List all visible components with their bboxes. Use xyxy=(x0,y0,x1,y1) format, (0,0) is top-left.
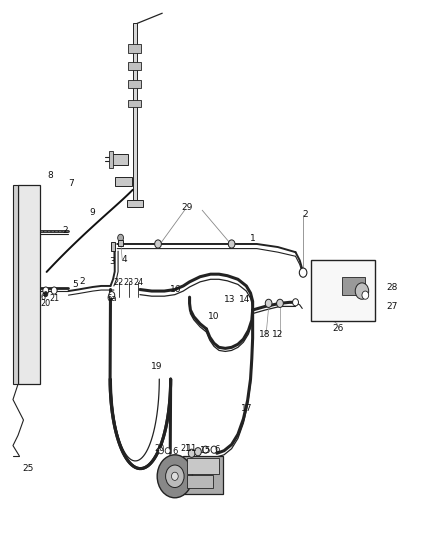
Circle shape xyxy=(118,235,124,241)
Circle shape xyxy=(228,240,235,248)
Bar xyxy=(109,151,113,168)
Bar xyxy=(110,154,128,165)
Text: 6a: 6a xyxy=(106,294,117,303)
Text: 25: 25 xyxy=(22,464,33,473)
Text: 8: 8 xyxy=(47,171,53,180)
Bar xyxy=(342,277,365,295)
Circle shape xyxy=(44,292,48,297)
Text: 22: 22 xyxy=(114,278,124,287)
Text: 29: 29 xyxy=(182,203,193,212)
Bar xyxy=(128,100,141,107)
Bar xyxy=(18,184,40,384)
Circle shape xyxy=(277,299,283,308)
Bar xyxy=(111,242,115,251)
Text: 19: 19 xyxy=(151,362,162,371)
Text: 6: 6 xyxy=(173,447,178,456)
Text: 7: 7 xyxy=(68,179,74,188)
Text: 27: 27 xyxy=(386,302,398,311)
Text: 2: 2 xyxy=(80,277,85,286)
Circle shape xyxy=(109,292,115,298)
Bar xyxy=(118,240,123,246)
Bar xyxy=(183,456,223,494)
Circle shape xyxy=(159,448,163,454)
Circle shape xyxy=(211,446,217,453)
Text: 3: 3 xyxy=(109,257,115,266)
Text: 21: 21 xyxy=(49,294,59,303)
Circle shape xyxy=(157,455,193,498)
Text: 10: 10 xyxy=(208,312,220,321)
Circle shape xyxy=(43,287,49,294)
Text: 1: 1 xyxy=(250,234,255,243)
Circle shape xyxy=(172,472,178,480)
Text: 17: 17 xyxy=(240,404,252,413)
Bar xyxy=(133,23,137,200)
Text: 4: 4 xyxy=(122,255,127,264)
Text: 16: 16 xyxy=(170,285,182,294)
Bar xyxy=(127,200,143,207)
Text: 15: 15 xyxy=(200,446,211,455)
Text: 24: 24 xyxy=(133,278,143,287)
Circle shape xyxy=(265,299,272,308)
Bar xyxy=(311,260,374,321)
Bar xyxy=(128,44,141,53)
Text: 6: 6 xyxy=(41,293,46,302)
Bar xyxy=(187,475,213,488)
Text: 14: 14 xyxy=(240,295,251,304)
Text: 26: 26 xyxy=(332,325,343,334)
Bar xyxy=(13,184,18,384)
Circle shape xyxy=(362,291,369,299)
Text: 23: 23 xyxy=(124,278,134,287)
Circle shape xyxy=(203,446,208,453)
Circle shape xyxy=(51,287,57,294)
Text: 21: 21 xyxy=(180,443,191,453)
Bar xyxy=(115,177,131,186)
Circle shape xyxy=(293,298,298,306)
Text: 28: 28 xyxy=(386,284,398,293)
Bar xyxy=(128,80,141,88)
Text: 5: 5 xyxy=(72,280,78,289)
Circle shape xyxy=(299,268,307,277)
Circle shape xyxy=(166,465,184,488)
Text: 12: 12 xyxy=(272,329,283,338)
Text: 11: 11 xyxy=(186,443,198,453)
Text: 20: 20 xyxy=(41,299,51,308)
Circle shape xyxy=(165,448,170,454)
Text: 9: 9 xyxy=(89,208,95,217)
Circle shape xyxy=(155,240,161,248)
Text: 13: 13 xyxy=(224,295,235,304)
Circle shape xyxy=(188,449,195,457)
Bar xyxy=(128,62,141,70)
Text: 2: 2 xyxy=(302,210,308,219)
Circle shape xyxy=(194,448,201,456)
Text: 2: 2 xyxy=(63,226,68,235)
Bar xyxy=(187,458,219,474)
Text: 20: 20 xyxy=(154,443,164,453)
Circle shape xyxy=(355,283,369,299)
Text: 6: 6 xyxy=(214,445,219,454)
Text: 18: 18 xyxy=(259,329,270,338)
